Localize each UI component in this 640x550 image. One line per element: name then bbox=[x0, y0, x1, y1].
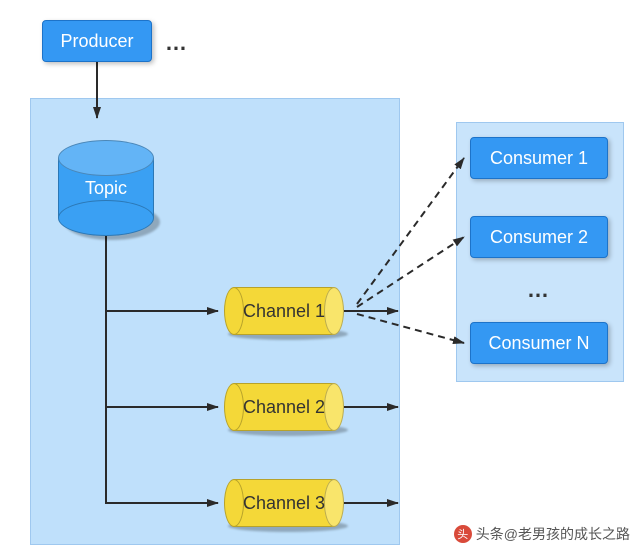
producer-label: Producer bbox=[60, 31, 133, 52]
channel-2-cylinder: Channel 2 bbox=[224, 383, 344, 431]
topic-cylinder: Topic bbox=[58, 140, 154, 236]
consumer-n-box: Consumer N bbox=[470, 322, 608, 364]
consumer-n-label: Consumer N bbox=[488, 333, 589, 354]
diagram-stage: Producer … Topic Channel 1 Channel 2 Cha… bbox=[0, 0, 640, 550]
watermark: 头 头条@老男孩的成长之路 bbox=[454, 524, 630, 544]
producer-box: Producer bbox=[42, 20, 152, 62]
producer-ellipsis: … bbox=[165, 30, 187, 56]
consumer-ellipsis: … bbox=[527, 277, 549, 303]
channel-3-cylinder: Channel 3 bbox=[224, 479, 344, 527]
watermark-text: 头条@老男孩的成长之路 bbox=[476, 524, 630, 544]
channel-3-label: Channel 3 bbox=[243, 493, 325, 514]
consumer-1-box: Consumer 1 bbox=[470, 137, 608, 179]
channel-1-label: Channel 1 bbox=[243, 301, 325, 322]
channel-1-cylinder: Channel 1 bbox=[224, 287, 344, 335]
watermark-icon: 头 bbox=[454, 525, 472, 543]
channel-2-label: Channel 2 bbox=[243, 397, 325, 418]
consumer-1-label: Consumer 1 bbox=[490, 148, 588, 169]
consumer-2-box: Consumer 2 bbox=[470, 216, 608, 258]
topic-label: Topic bbox=[85, 178, 127, 199]
consumer-2-label: Consumer 2 bbox=[490, 227, 588, 248]
